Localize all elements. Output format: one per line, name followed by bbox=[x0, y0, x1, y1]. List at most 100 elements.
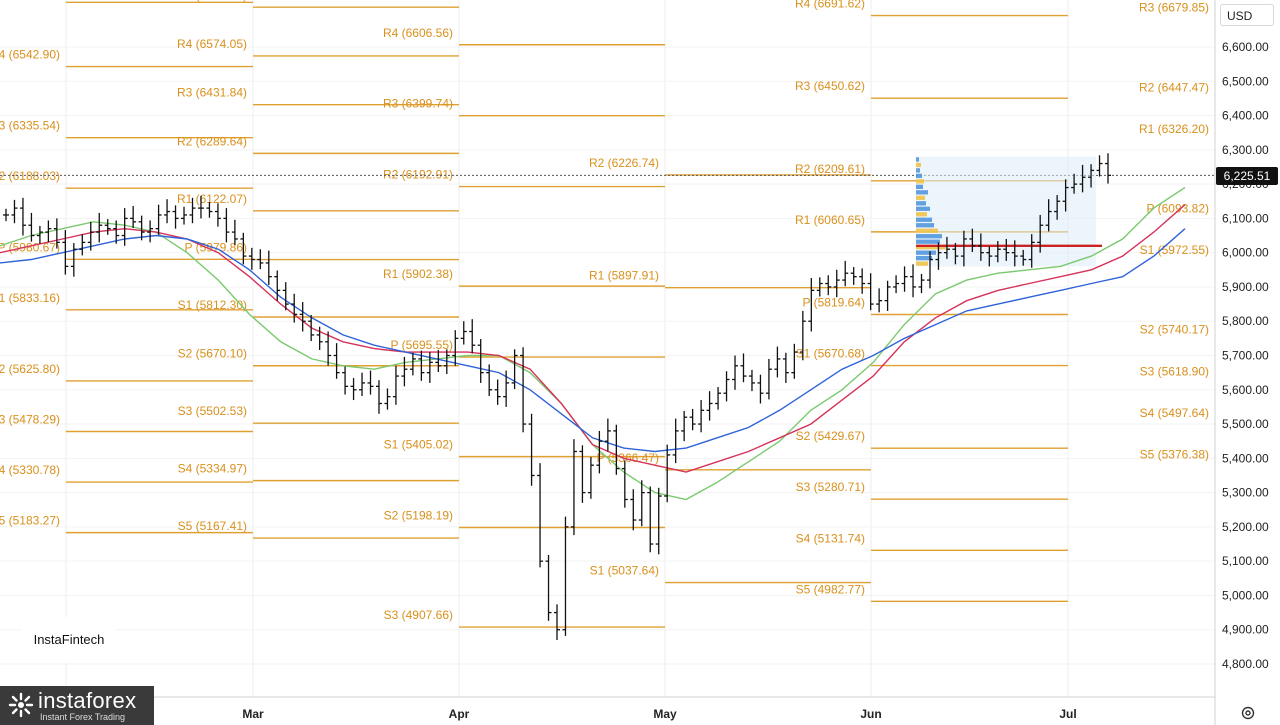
pivot-label: S2 (5625.80) bbox=[0, 362, 60, 376]
ohlc-bar bbox=[1045, 199, 1052, 232]
ohlc-bar bbox=[367, 370, 374, 395]
pivot-label: R3 (6450.62) bbox=[795, 79, 865, 93]
ohlc-bar bbox=[545, 554, 552, 621]
y-tick-label: 4,900.00 bbox=[1222, 623, 1269, 637]
pivot-label: S2 (5429.67) bbox=[796, 429, 865, 443]
volume-bin bbox=[916, 250, 936, 255]
ohlc-bar bbox=[214, 203, 221, 227]
pivot-label: S5 (5183.27) bbox=[0, 514, 60, 528]
chart-grid bbox=[0, 0, 1216, 725]
ohlc-bar bbox=[325, 331, 332, 366]
ohlc-bar bbox=[452, 330, 459, 366]
ohlc-bar bbox=[952, 243, 959, 265]
instafintech-watermark: InstaFintech bbox=[22, 617, 116, 663]
ohlc-bar bbox=[164, 199, 171, 224]
volume-profile bbox=[916, 156, 1102, 267]
ohlc-bar bbox=[893, 275, 900, 294]
ohlc-bar bbox=[943, 236, 950, 259]
pivot-label: S2 (5740.17) bbox=[1140, 323, 1209, 337]
ohlc-bar bbox=[19, 197, 26, 236]
ohlc-bar bbox=[621, 460, 628, 508]
y-tick-label: 6,400.00 bbox=[1222, 109, 1269, 123]
ohlc-bar bbox=[833, 269, 840, 298]
pivot-label: S1 (5405.02) bbox=[384, 438, 453, 452]
ohlc-bar bbox=[570, 439, 577, 536]
ohlc-bar bbox=[901, 266, 908, 292]
ohlc-bar bbox=[689, 408, 696, 431]
pivot-label: R2 (6192.91) bbox=[383, 168, 453, 182]
ohlc-bar bbox=[248, 247, 255, 270]
volume-bin bbox=[916, 245, 946, 250]
ohlc-bar bbox=[257, 249, 264, 270]
ohlc-bar bbox=[299, 302, 306, 332]
instaforex-logo: instaforex Instant Forex Trading bbox=[0, 686, 154, 725]
pivot-label: S2 (5198.19) bbox=[384, 509, 453, 523]
volume-bin bbox=[916, 217, 932, 222]
x-month-label: Apr bbox=[449, 707, 470, 721]
ohlc-bar bbox=[672, 418, 679, 464]
pivot-label: R1 (6326.20) bbox=[1139, 122, 1209, 136]
ohlc-bar bbox=[757, 374, 764, 404]
ohlc-bar bbox=[655, 487, 662, 555]
pivot-label: R4 (6574.05) bbox=[177, 37, 247, 51]
pivot-label: R3 (6399.74) bbox=[383, 97, 453, 111]
ohlc-bar bbox=[45, 220, 52, 243]
pivot-label: R3 (6679.85) bbox=[1139, 1, 1209, 15]
pivot-label: S1 (5972.55) bbox=[1140, 243, 1209, 257]
pivot-label: S5 (4982.77) bbox=[796, 582, 865, 596]
moving-average-line bbox=[0, 204, 1186, 473]
volume-bin bbox=[916, 157, 919, 162]
ohlc-bar bbox=[1011, 240, 1018, 267]
ohlc-bar bbox=[113, 220, 120, 244]
y-axis[interactable]: 4,800.00 4,900.00 5,000.00 5,100.00 5,200.00… bbox=[1222, 40, 1269, 671]
ohlc-bar bbox=[3, 208, 9, 222]
ohlc-bar bbox=[443, 349, 450, 375]
ohlc-bar bbox=[87, 221, 94, 251]
ohlc-bar bbox=[994, 241, 1001, 263]
pivot-label: R2 (6289.64) bbox=[177, 134, 247, 148]
volume-bin bbox=[916, 206, 930, 211]
pivot-label: R1 (6060.65) bbox=[795, 213, 865, 227]
ohlc-bar bbox=[910, 264, 917, 298]
ohlc-bar bbox=[630, 489, 637, 531]
ohlc-bar bbox=[503, 370, 510, 407]
pivot-label: P (5695.55) bbox=[391, 338, 454, 352]
pivot-label: R4 (6691.62) bbox=[795, 0, 865, 11]
volume-bin bbox=[916, 168, 920, 173]
y-tick-label: 5,400.00 bbox=[1222, 451, 1269, 465]
pivot-label: S2 (5670.10) bbox=[178, 347, 247, 361]
ohlc-bar bbox=[291, 293, 298, 323]
ohlc-bar bbox=[876, 288, 883, 313]
ohlc-bar bbox=[884, 280, 891, 311]
ohlc-bar bbox=[579, 445, 586, 503]
ohlc-bar bbox=[918, 273, 925, 294]
volume-bin bbox=[916, 173, 922, 179]
volume-bin bbox=[916, 201, 926, 206]
pivot-label: R5 (6716.26) bbox=[177, 0, 247, 2]
pivot-label: R2 (6188.03) bbox=[0, 169, 60, 183]
ohlc-bar bbox=[28, 212, 35, 242]
ohlc-bar bbox=[494, 379, 501, 405]
ohlc-bar bbox=[104, 219, 111, 235]
y-tick-label: 6,100.00 bbox=[1222, 211, 1269, 225]
ohlc-bar bbox=[748, 369, 755, 392]
ohlc-bar bbox=[1105, 153, 1111, 184]
currency-selector[interactable]: USD bbox=[1220, 4, 1274, 26]
x-month-label: May bbox=[653, 707, 677, 721]
ohlc-bar bbox=[816, 277, 823, 297]
ohlc-bar bbox=[1003, 238, 1010, 261]
x-month-label: Mar bbox=[242, 707, 264, 721]
settings-icon[interactable] bbox=[1240, 705, 1256, 721]
ohlc-bar bbox=[859, 268, 866, 294]
volume-bin bbox=[916, 179, 924, 184]
pivot-label: S1 (5670.68) bbox=[796, 347, 865, 361]
ohlc-bar bbox=[172, 205, 179, 229]
x-axis[interactable]: Mar Apr May Jun Jul bbox=[242, 707, 1076, 721]
ohlc-bar bbox=[1020, 249, 1027, 266]
ohlc-bar bbox=[1071, 173, 1078, 194]
pivot-label: R4 (6606.56) bbox=[383, 26, 453, 40]
volume-bin bbox=[916, 261, 928, 266]
ohlc-bar bbox=[435, 350, 442, 372]
ohlc-bar bbox=[274, 270, 281, 301]
price-bars bbox=[3, 153, 1111, 641]
